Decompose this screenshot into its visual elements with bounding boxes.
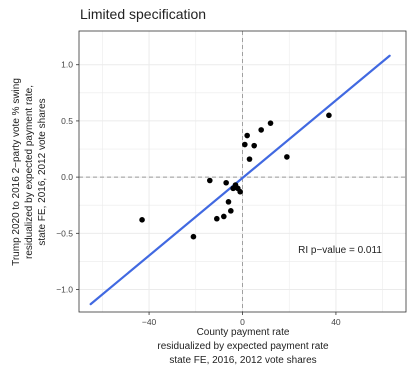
data-point [207, 177, 213, 184]
reference-lines [79, 31, 406, 312]
data-point [221, 213, 227, 220]
data-point [326, 112, 332, 119]
data-point [228, 208, 234, 214]
data-point [237, 188, 243, 195]
x-axis-title-line-2: residualized by expected payment rate [157, 341, 329, 352]
y-axis-title-line-2: residualized by expected payment rate, [24, 85, 35, 259]
x-axis-title-line-1: County payment rate [197, 327, 290, 338]
data-point [244, 132, 250, 139]
data-point [251, 142, 257, 149]
data-points [139, 112, 332, 240]
fit-line-layer [89, 54, 391, 306]
data-point [267, 120, 274, 126]
data-point [214, 215, 220, 222]
chart-title: Limited specification [80, 6, 206, 22]
regression-line [89, 54, 391, 306]
data-point [284, 154, 290, 160]
y-tick-label: −1.0 [56, 285, 73, 295]
data-point [258, 127, 264, 133]
data-point [190, 233, 197, 240]
x-axis-title-line-3: state FE, 2016, 2012 vote shares [169, 355, 316, 366]
y-tick-label: 1.0 [61, 60, 73, 70]
y-axis-title-line-3: state FE, 2016, 2012 vote shares [37, 98, 48, 245]
data-point [223, 179, 229, 186]
grid-lines [79, 31, 406, 312]
y-tick-label: 0.0 [61, 172, 73, 182]
x-tick-label: 40 [331, 317, 341, 327]
y-tick-label: 0.5 [61, 116, 73, 126]
data-point [139, 217, 145, 223]
x-tick-label: 0 [240, 317, 245, 327]
data-point [242, 141, 248, 148]
y-axis-ticks: −1.0 −0.5 0.0 0.5 1.0 [56, 60, 79, 295]
y-tick-label: −0.5 [56, 228, 73, 238]
data-point [246, 156, 253, 162]
data-point [225, 199, 232, 205]
ri-p-value-annotation: RI p−value = 0.011 [298, 245, 382, 256]
y-axis-title-line-1: Trump 2020 to 2016 2−party vote % swing [11, 78, 22, 266]
x-axis-ticks: −40 0 40 [142, 312, 341, 327]
x-tick-label: −40 [142, 317, 157, 327]
